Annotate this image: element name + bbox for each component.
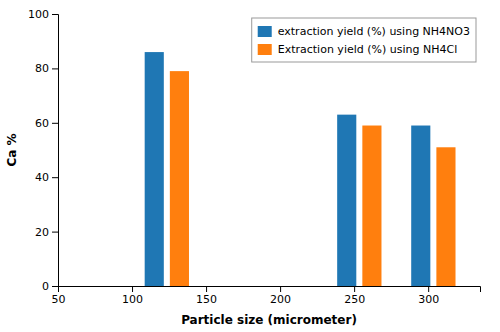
plot: 50 100 150 200 250 300 0 20 40 60 80 100 extraction … xyxy=(28,8,481,306)
tick-mark xyxy=(52,14,58,15)
y-axis: 0 20 40 60 80 100 xyxy=(28,8,59,293)
tick: 20 xyxy=(35,226,58,239)
tick: 100 xyxy=(122,286,143,306)
tick-mark xyxy=(52,286,58,287)
tick: 150 xyxy=(196,286,217,306)
tick: 100 xyxy=(28,8,58,21)
tick-label: 300 xyxy=(418,293,439,306)
tick-label: 40 xyxy=(35,171,49,184)
legend-item: extraction yield (%) using NH4NO3 xyxy=(258,25,470,38)
tick-mark xyxy=(280,286,281,292)
tick-label: 250 xyxy=(344,293,365,306)
tick-mark xyxy=(52,177,58,178)
legend-swatch xyxy=(258,26,272,37)
tick-label: 60 xyxy=(35,117,49,130)
legend-swatch xyxy=(258,44,272,55)
bar xyxy=(145,52,164,286)
tick-mark xyxy=(132,286,133,292)
tick: 250 xyxy=(344,286,365,306)
tick-label: 20 xyxy=(35,226,49,239)
tick: 50 xyxy=(52,286,66,306)
x-axis: 50 100 150 200 250 300 xyxy=(52,286,481,306)
axis-line xyxy=(52,15,59,287)
bar xyxy=(436,147,455,286)
axis-line xyxy=(59,287,481,293)
tick-label: 100 xyxy=(28,8,49,21)
tick: 40 xyxy=(35,171,58,184)
tick-label: 80 xyxy=(35,62,49,75)
tick-label: 200 xyxy=(270,293,291,306)
tick-label: 0 xyxy=(42,280,49,293)
chart: 50 100 150 200 250 300 0 20 40 60 80 100 extraction … xyxy=(0,0,500,332)
bar-series xyxy=(170,71,456,286)
y-axis-title: Ca % xyxy=(5,133,19,166)
bar xyxy=(170,71,189,286)
bars xyxy=(145,52,456,286)
tick-mark xyxy=(52,232,58,233)
tick-mark xyxy=(52,123,58,124)
tick: 60 xyxy=(35,117,58,130)
tick: 200 xyxy=(270,286,291,306)
x-axis-title: Particle size (micrometer) xyxy=(181,313,357,327)
tick-label: 100 xyxy=(122,293,143,306)
bar xyxy=(337,115,356,286)
tick: 300 xyxy=(418,286,439,306)
legend-label: Extraction yield (%) using NH4Cl xyxy=(278,43,458,56)
legend-box xyxy=(252,18,476,62)
tick-mark xyxy=(52,68,58,69)
legend: extraction yield (%) using NH4NO3 Extract… xyxy=(252,18,476,62)
bar xyxy=(362,126,381,286)
tick-mark xyxy=(428,286,429,292)
bar xyxy=(411,126,430,286)
bar-series xyxy=(145,52,431,286)
tick-label: 50 xyxy=(52,293,66,306)
tick-mark xyxy=(354,286,355,292)
tick-label: 150 xyxy=(196,293,217,306)
tick: 80 xyxy=(35,62,58,75)
tick-mark xyxy=(206,286,207,292)
legend-label: extraction yield (%) using NH4NO3 xyxy=(278,25,470,38)
legend-item: Extraction yield (%) using NH4Cl xyxy=(258,43,458,56)
tick: 0 xyxy=(42,280,58,293)
